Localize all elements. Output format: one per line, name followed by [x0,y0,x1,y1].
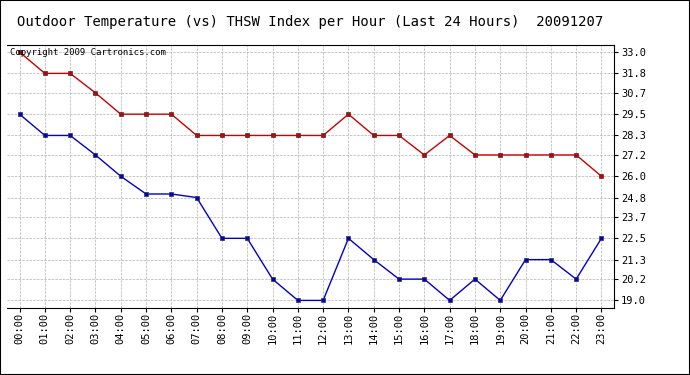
Text: Outdoor Temperature (vs) THSW Index per Hour (Last 24 Hours)  20091207: Outdoor Temperature (vs) THSW Index per … [17,15,604,29]
Text: Copyright 2009 Cartronics.com: Copyright 2009 Cartronics.com [10,48,166,57]
